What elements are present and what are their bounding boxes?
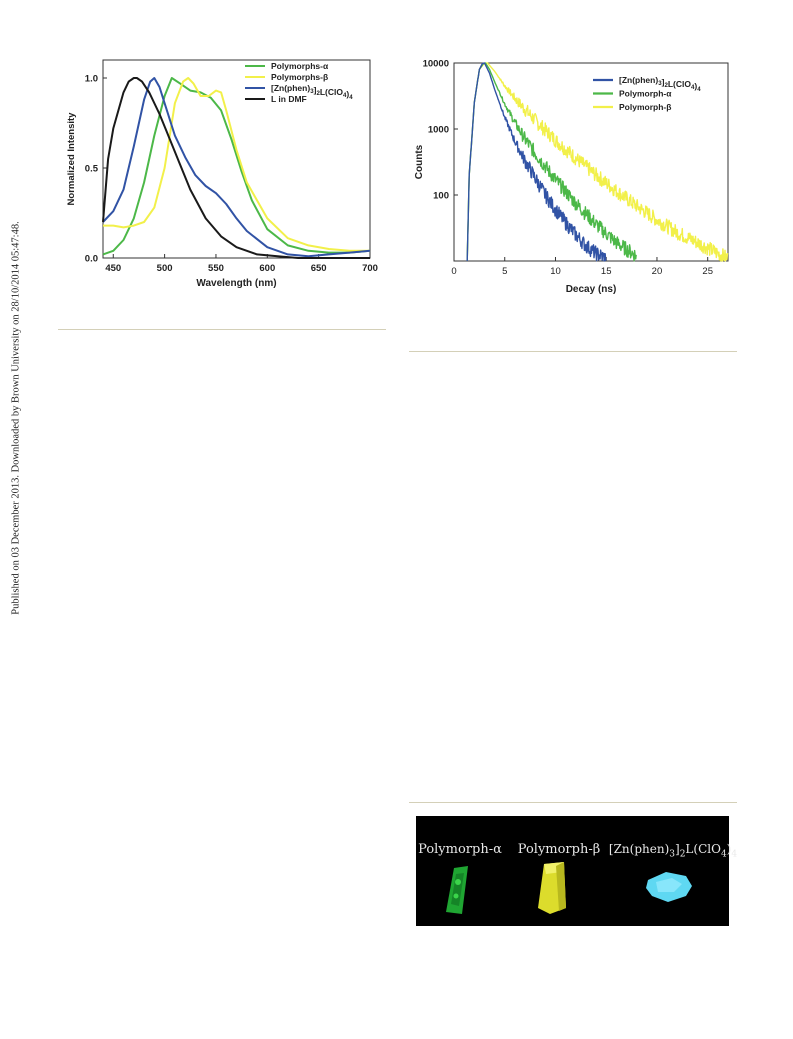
decay-curves-chart: 0 5 10 15 20 25 100 1000 10000 Decay (ns) Counts [Z… [414, 59, 729, 295]
legend-label: [Zn(phen)3]2L(ClO4)4 [619, 75, 701, 93]
y-axis-label: Counts [414, 144, 425, 179]
x-tick-label: 20 [652, 266, 663, 277]
legend-label: Polymorphs-α [271, 61, 329, 71]
y-tick-label: 0.0 [85, 254, 98, 265]
y-axis-label: Normalized Intensity [66, 112, 77, 206]
y-tick-label: 0.5 [85, 164, 99, 175]
x-tick-label: 700 [362, 263, 378, 274]
legend-label: Polymorphs-β [271, 72, 328, 82]
legend-label: [Zn(phen)3]2L(ClO4)4 [271, 83, 353, 101]
crystal-beta [538, 862, 566, 914]
series-line [103, 77, 370, 252]
figure-divider-left [58, 329, 386, 330]
x-tick-label: 25 [702, 266, 713, 277]
y-tick-label: 1.0 [85, 74, 98, 85]
download-watermark-text: Published on 03 December 2013. Downloade… [10, 221, 22, 615]
series-line [466, 62, 637, 262]
x-tick-label: 450 [105, 263, 121, 274]
x-tick-label: 15 [601, 266, 612, 277]
emission-spectra-chart: 450 500 550 600 650 700 0.0 0.5 1.0 Wavelength (n… [66, 59, 378, 289]
crystal-alpha [446, 866, 468, 914]
series-line [102, 77, 371, 258]
y-tick-label: 1000 [428, 125, 449, 136]
plot-frame [102, 59, 371, 259]
legend-label: L in DMF [271, 94, 307, 104]
photo-label-alpha: Polymorph-α [418, 842, 502, 857]
x-tick-label: 500 [157, 263, 173, 274]
x-tick-label: 10 [550, 266, 561, 277]
photo-label-zn-complex: [Zn(phen)3]2L(ClO4)4 [608, 842, 738, 860]
series-line [102, 77, 370, 259]
download-watermark: Published on 03 December 2013. Downloade… [0, 0, 30, 1039]
x-tick-label: 600 [259, 263, 275, 274]
legend-label: Polymorph-β [619, 102, 671, 112]
legend-label: Polymorph-α [619, 89, 672, 99]
series-line [466, 62, 607, 262]
crystal-photo: Polymorph-α Polymorph-β [Zn(phen)3]2L(Cl… [416, 816, 737, 926]
y-tick-label: 100 [433, 191, 449, 202]
y-tick-label: 10000 [423, 59, 449, 70]
figure-divider-right-bottom [409, 802, 737, 803]
x-tick-label: 0 [451, 266, 456, 277]
figure-divider-right-top [409, 351, 737, 352]
x-tick-label: 550 [208, 263, 224, 274]
series-line [466, 62, 729, 262]
photo-label-beta: Polymorph-β [517, 842, 601, 857]
crystal-zn-complex [646, 872, 692, 902]
x-axis-label: Wavelength (nm) [196, 278, 276, 289]
x-axis-label: Decay (ns) [566, 284, 617, 295]
x-tick-label: 650 [311, 263, 327, 274]
x-tick-label: 5 [502, 266, 507, 277]
